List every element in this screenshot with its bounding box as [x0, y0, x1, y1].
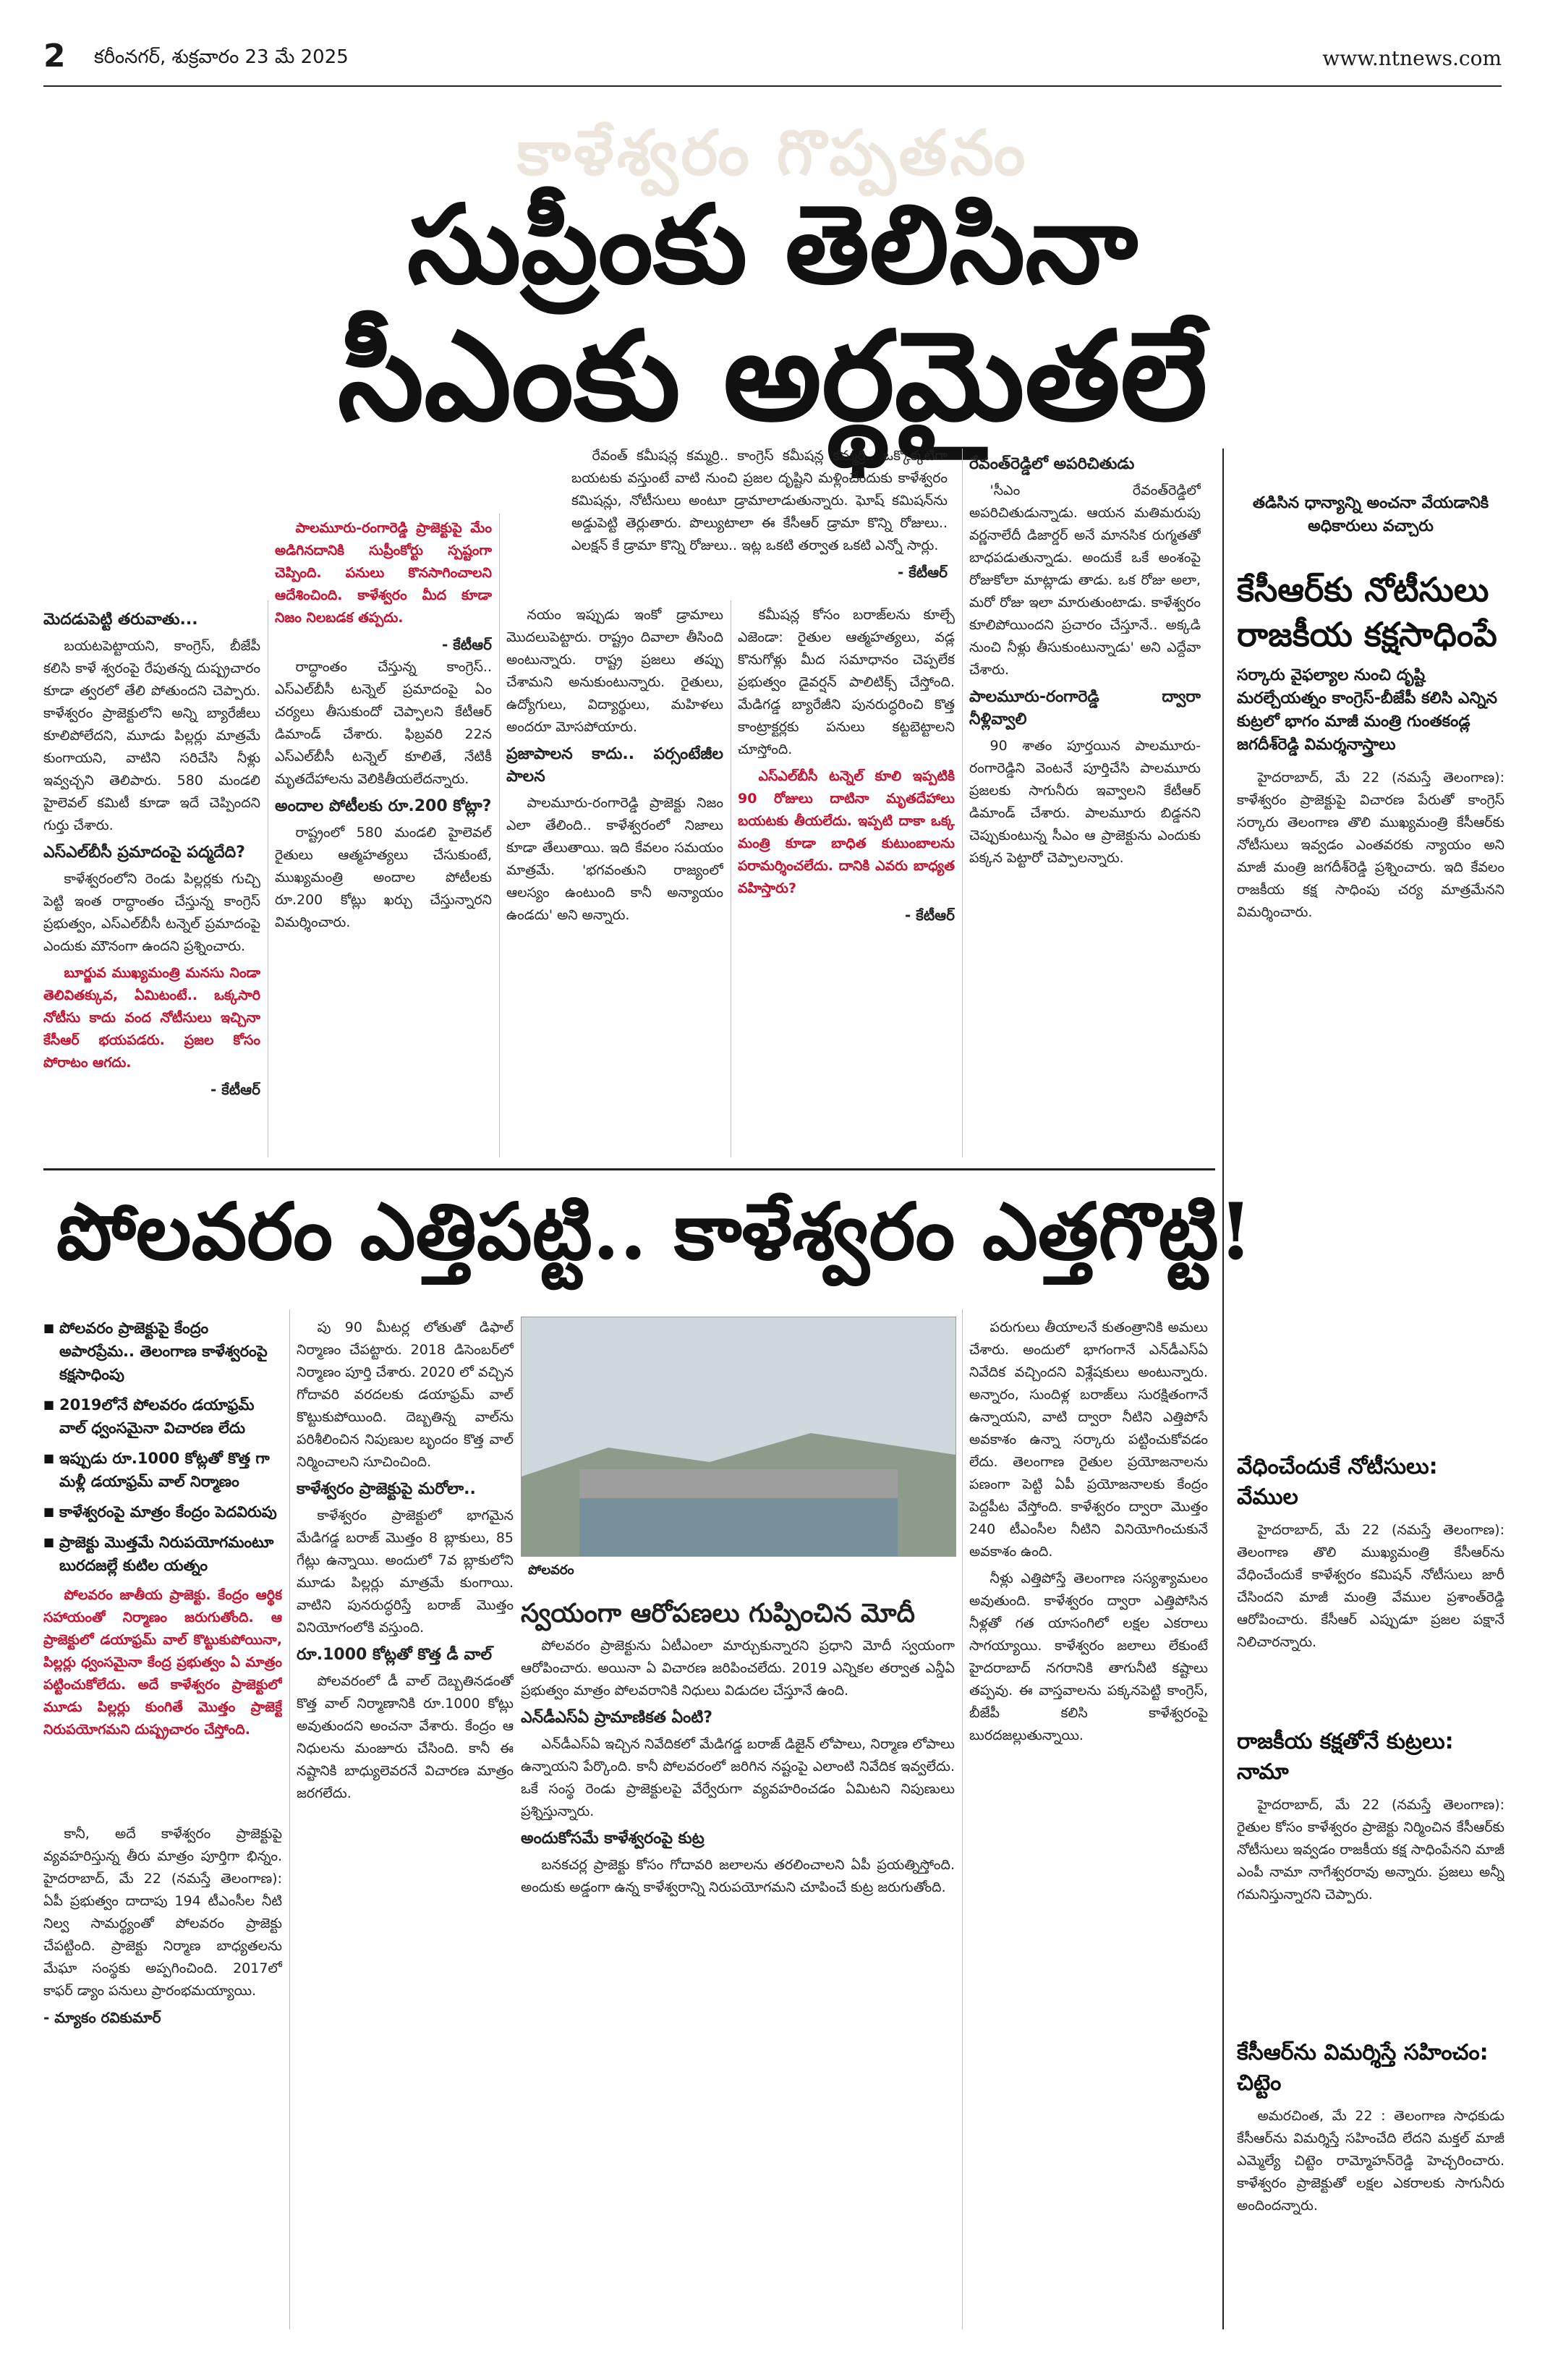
- highlight-quote: పాలమూరు-రంగారెడ్డి ప్రాజెక్టుపై మేం అడిగ…: [275, 520, 492, 626]
- column-paragraph: 'సీఎం రేవంత్‌రెడ్డిలో అపరిచితుడున్నాడు. …: [969, 483, 1201, 678]
- website-link[interactable]: www.ntnews.com: [1322, 46, 1502, 70]
- sidebar-section-head: వేధించేందుకే నోటీసులు: వేముల: [1237, 1454, 1438, 1510]
- highlight-quote: బూర్జువ ముఖ్యమంత్రి మనసు నిండా తెలివితక్…: [43, 965, 260, 1071]
- story2-byline: - మ్యాకం రవికుమార్‌: [43, 2009, 161, 2026]
- story2-column-1: కానీ, అదే కాళేశ్వరం ప్రాజెక్టుపై వ్యవహరి…: [43, 1823, 282, 2373]
- column-paragraph: ఎన్‌డీఎస్‌ఏ ఇచ్చిన నివేదికలో మేడిగడ్డ బర…: [521, 1736, 955, 1819]
- sidebar: తడిసిన ధాన్యాన్ని అంచనా వేయడానికి అధికార…: [1237, 492, 1504, 1541]
- bullet-item: ఇప్పుడు రూ.1000 కోట్లతో కొత్త గా మళ్లీ డ…: [43, 1447, 282, 1493]
- main-column-1: మెదడుపెట్టి తరువాతు... బయటపెట్టాయని, కాం…: [43, 604, 260, 1154]
- column-paragraph: కాళేశ్వరం ప్రాజెక్టులో భాగమైన మేడిగడ్డ బ…: [297, 1508, 514, 1636]
- main-headline-line2: సీఎంకు అర్థమైతలే: [337, 304, 1208, 449]
- column-paragraph: రాద్ధాంతం చేస్తున్న కాంగ్రెస్‌.. ఎస్‌ఎల్…: [275, 659, 492, 787]
- sidebar-divider: [1222, 449, 1224, 2329]
- column-divider: [962, 449, 963, 1157]
- main-column-4: కమీషన్ల కోసం బరాజ్‌లను కూల్చే ఎజెండా: రై…: [738, 604, 955, 1154]
- story2-lede-paragraph: పోలవరం జాతీయ ప్రాజెక్టు. కేంద్రం ఆర్థిక …: [43, 1587, 282, 1738]
- masthead: 2 కరీంనగర్‌, శుక్రవారం 23 మే 2025 www.nt…: [43, 35, 1502, 87]
- sidebar-section-2: వేధించేందుకే నోటీసులు: వేముల హైదరాబాద్‌,…: [1237, 1454, 1504, 1736]
- column-paragraph: కానీ, అదే కాళేశ్వరం ప్రాజెక్టుపై వ్యవహరి…: [43, 1826, 282, 1999]
- sidebar-paragraph: అమరచింత, మే 22 : తెలంగాణ సాధకుడు కేసీఆర్…: [1237, 2108, 1504, 2214]
- sidebar-section-body: హైదరాబాద్‌, మే 22 (నమస్తే తెలంగాణ): రైతు…: [1237, 1794, 1504, 2069]
- highlight-quote: ఎస్‌ఎల్‌బీసీ టన్నెల్‌ కూలి ఇప్పటికి 90 ర…: [738, 768, 955, 896]
- column-paragraph: పు 90 మీటర్ల లోతుతో డిఫాల్‌ నిర్మాణం చేప…: [297, 1319, 514, 1470]
- column-paragraph: బనకచర్ల ప్రాజెక్టు కోసం గోదావరి జలాలను త…: [521, 1857, 955, 1895]
- column-subhead: అందుకోసమే కాళేశ్వరంపై కుట్ర: [521, 1829, 705, 1848]
- sidebar-section-3: రాజకీయ కక్షతోనే కుట్రలు: నామా హైదరాబాద్‌…: [1237, 1729, 1504, 2069]
- column-subhead: రూ.1000 కోట్లతో కొత్త డీ వాల్‌: [297, 1646, 493, 1664]
- sidebar-body: హైదరాబాద్‌, మే 22 (నమస్తే తెలంగాణ): కాళే…: [1237, 767, 1504, 1541]
- story2-column-3: స్వయంగా ఆరోపణలు గుప్పించిన మోదీ పోలవరం ప…: [521, 1591, 955, 2322]
- quote-byline: - కేటీఆర్‌: [442, 636, 492, 653]
- story2-column-2: పు 90 మీటర్ల లోతుతో డిఫాల్‌ నిర్మాణం చేప…: [297, 1317, 514, 2322]
- column-subhead: రేవంత్‌రెడ్డిలో అపరిచితుడు: [969, 455, 1135, 473]
- dateline: కరీంనగర్‌, శుక్రవారం 23 మే 2025: [94, 46, 349, 68]
- intro-paragraph: రేవంత్‌ కమీషన్ల కమ్మర్రి.. కాంగ్రెస్‌ కమ…: [571, 448, 948, 553]
- quote-byline: - కేటీఆర్‌: [905, 906, 955, 924]
- column-subhead: ఎస్‌ఎల్‌బీసీ ప్రమాదంపై పద్మదేది?: [43, 843, 245, 862]
- column-paragraph: పరుగులు తీయాలనే కుతంత్రానికి అమలు చేశారు…: [969, 1319, 1208, 1560]
- story2-column-4: పరుగులు తీయాలనే కుతంత్రానికి అమలు చేశారు…: [969, 1317, 1208, 2322]
- sidebar-paragraph: హైదరాబాద్‌, మే 22 (నమస్తే తెలంగాణ): తెలం…: [1237, 1522, 1504, 1650]
- page-number: 2: [43, 38, 66, 75]
- column-paragraph: రాష్ట్రంలో 580 మండలి హైలెవల్‌ రైతులు ఆత్…: [275, 825, 492, 930]
- column-subhead: మెదడుపెట్టి తరువాతు...: [43, 611, 198, 629]
- highlight-bullets: పోలవరం ప్రాజెక్టుపై కేంద్రం అపారప్రేమ.. …: [43, 1317, 282, 1577]
- column-subhead: అందాల పోటీలకు రూ.200 కోట్లా?: [275, 797, 492, 815]
- photo-illustration: [522, 1317, 955, 1556]
- bullet-item: ప్రాజెక్టు మొత్తమే నిరుపయోగమంటూ బురదజల్ల…: [43, 1531, 282, 1577]
- column-paragraph: పోలవరం ప్రాజెక్టును ఏటీఎంలా మార్చుకున్నా…: [521, 1638, 955, 1699]
- main-column-5: రేవంత్‌రెడ్డిలో అపరిచితుడు 'సీఎం రేవంత్‌…: [969, 449, 1201, 1154]
- sidebar-section-head: కేసీఆర్‌ను విమర్శిస్తే సహించం: చిట్టెం: [1237, 2040, 1489, 2096]
- column-divider: [289, 1309, 290, 2329]
- story2-lede: పోలవరం జాతీయ ప్రాజెక్టు. కేంద్రం ఆర్థిక …: [43, 1584, 282, 1823]
- section-kicker: కాళేశ్వరం గొప్పతనం: [516, 117, 1029, 190]
- intro-byline: - కేటీఆర్‌: [898, 564, 948, 581]
- column-paragraph: నీళ్లు ఎత్తిపోస్తే తెలంగాణ సస్యశ్యామలం అ…: [969, 1571, 1208, 1743]
- sidebar-section-body: అమరచింత, మే 22 : తెలంగాణ సాధకుడు కేసీఆర్…: [1237, 2105, 1504, 2380]
- quote-byline: - కేటీఆర్‌: [210, 1081, 260, 1098]
- sidebar-deck: సర్కారు వైఫల్యాల నుంచి దృష్టి మరల్చేయత్న…: [1237, 666, 1497, 754]
- sidebar-section-4: కేసీఆర్‌ను విమర్శిస్తే సహించం: చిట్టెం అ…: [1237, 2040, 1504, 2380]
- column-divider: [499, 514, 500, 1157]
- column-subhead: పాలమూరు-రంగారెడ్డి ద్వారా నీళ్లివ్వాలి: [969, 688, 1201, 728]
- news-photo: [521, 1317, 956, 1557]
- main-column-2: పాలమూరు-రంగారెడ్డి ప్రాజెక్టుపై మేం అడిగ…: [275, 517, 492, 1154]
- sidebar-paragraph: హైదరాబాద్‌, మే 22 (నమస్తే తెలంగాణ): రైతు…: [1237, 1797, 1504, 1903]
- column-divider: [962, 1309, 963, 2329]
- sidebar-strap: తడిసిన ధాన్యాన్ని అంచనా వేయడానికి అధికార…: [1252, 494, 1489, 535]
- bullet-item: కాళేశ్వరంపై మాత్రం కేంద్రం పెదవిరుపు: [43, 1500, 282, 1523]
- main-headline-line1: సుప్రీంకు తెలిసినా: [407, 181, 1138, 308]
- column-paragraph: నయం ఇప్పుడు ఇంకో డ్రామాలు మొదలుపెట్టారు.…: [506, 607, 723, 735]
- column-subhead: కాళేశ్వరం ప్రాజెక్టుపై మరోలా..: [297, 1480, 476, 1498]
- story2-subhead-big: స్వయంగా ఆరోపణలు గుప్పించిన మోదీ: [521, 1598, 915, 1628]
- bullet-item: పోలవరం ప్రాజెక్టుపై కేంద్రం అపారప్రేమ.. …: [43, 1317, 282, 1386]
- column-paragraph: 90 శాతం పూర్తయిన పాలమూరు-రంగారెడ్డిని వె…: [969, 738, 1201, 866]
- column-paragraph: పోలవరంలో డీ వాల్‌ దెబ్బతినడంతో కొత్త వాల…: [297, 1673, 514, 1801]
- second-headline: పోలవరం ఎత్తిపట్టి.. కాళేశ్వరం ఎత్తగొట్టి…: [56, 1186, 1254, 1278]
- sidebar-paragraph: హైదరాబాద్‌, మే 22 (నమస్తే తెలంగాణ): కాళే…: [1237, 770, 1504, 920]
- sidebar-section-head: రాజకీయ కక్షతోనే కుట్రలు: నామా: [1237, 1729, 1454, 1785]
- photo-caption: పోలవరం: [528, 1563, 574, 1578]
- column-subhead: ప్రజాపాలన కాదు.. పర్సంటేజీల పాలన: [506, 745, 723, 786]
- column-paragraph: కాళేశ్వరంలోని రెండు పిల్లర్లకు గుచ్చి పె…: [43, 871, 260, 954]
- section-divider: [43, 1168, 1215, 1170]
- main-column-3: నయం ఇప్పుడు ఇంకో డ్రామాలు మొదలుపెట్టారు.…: [506, 604, 723, 1154]
- intro-text: రేవంత్‌ కమీషన్ల కమ్మర్రి.. కాంగ్రెస్‌ కమ…: [571, 445, 948, 590]
- bullet-item: 2019లోనే పోలవరం డయాఫ్రమ్‌ వాల్‌ ధ్వంసమైన…: [43, 1393, 282, 1440]
- column-paragraph: పాలమూరు-రంగారెడ్డి ప్రాజెక్టు నిజం ఎలా త…: [506, 795, 723, 923]
- column-paragraph: కమీషన్ల కోసం బరాజ్‌లను కూల్చే ఎజెండా: రై…: [738, 607, 955, 757]
- sidebar-section-body: హైదరాబాద్‌, మే 22 (నమస్తే తెలంగాణ): తెలం…: [1237, 1519, 1504, 1736]
- sidebar-title: కేసీఆర్‌కు నోటీసులు రాజకీయ కక్షసాధింపే: [1237, 570, 1497, 654]
- column-subhead: ఎన్‌డీఎస్‌ఏ ప్రామాణికత ఏంటి?: [521, 1709, 713, 1727]
- column-paragraph: బయటపెట్టాయని, కాంగ్రెస్‌, బీజేపీ కలిసి క…: [43, 638, 260, 833]
- story2-bullets-column: పోలవరం ప్రాజెక్టుపై కేంద్రం అపారప్రేమ.. …: [43, 1317, 282, 2373]
